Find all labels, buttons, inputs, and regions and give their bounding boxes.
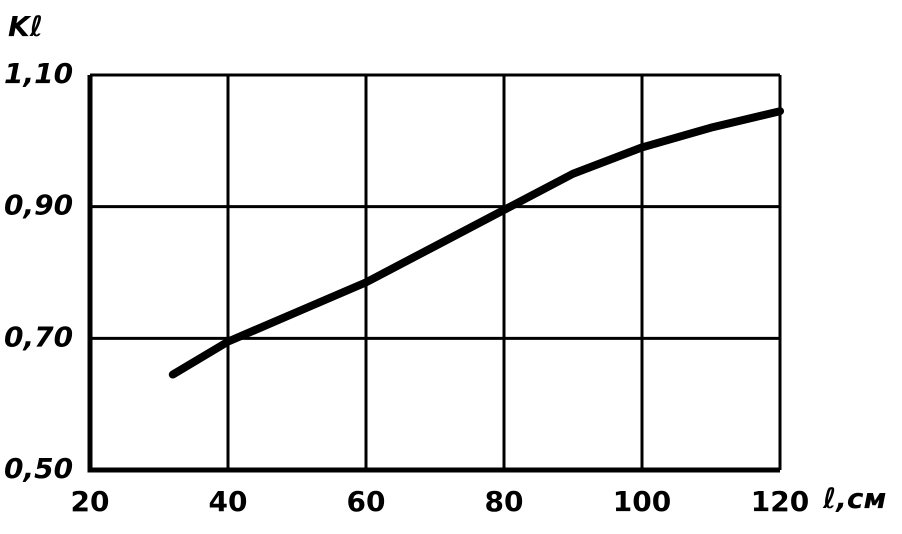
x-tick-label: 100 — [613, 485, 671, 518]
y-tick-label: 1,10 — [4, 57, 73, 90]
curve — [168, 107, 784, 379]
x-tick-label: 60 — [347, 485, 386, 518]
y-tick-label: 0,50 — [4, 452, 73, 485]
y-axis-label: Kℓ — [8, 10, 43, 43]
axes — [87, 75, 780, 473]
x-axis-label: ℓ,см — [822, 482, 886, 515]
x-tick-label: 80 — [485, 485, 524, 518]
y-tick-label: 0,70 — [4, 320, 73, 353]
x-tick-label: 40 — [209, 485, 248, 518]
x-tick-label: 120 — [751, 485, 809, 518]
x-tick-label: 20 — [71, 485, 110, 518]
y-tick-label: 0,90 — [4, 189, 73, 222]
